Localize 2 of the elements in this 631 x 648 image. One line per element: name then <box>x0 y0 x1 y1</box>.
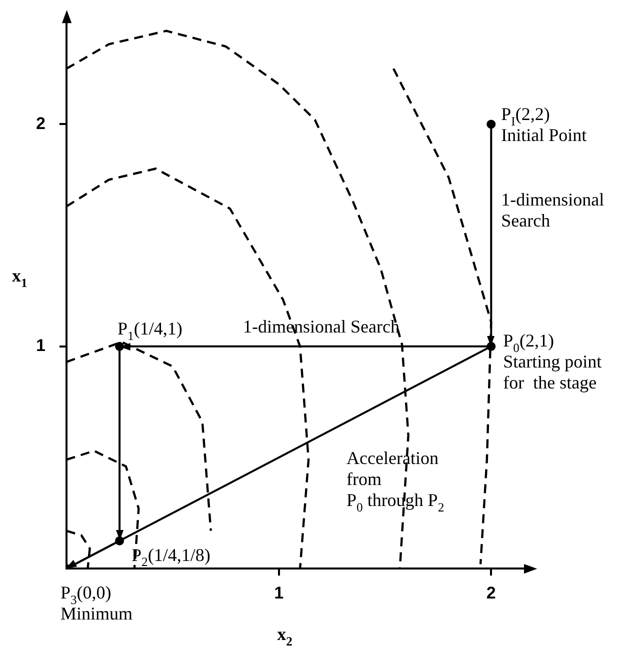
annotation: 1-dimensional Search <box>243 316 400 336</box>
annotation: 1-dimensional Search <box>501 189 604 230</box>
